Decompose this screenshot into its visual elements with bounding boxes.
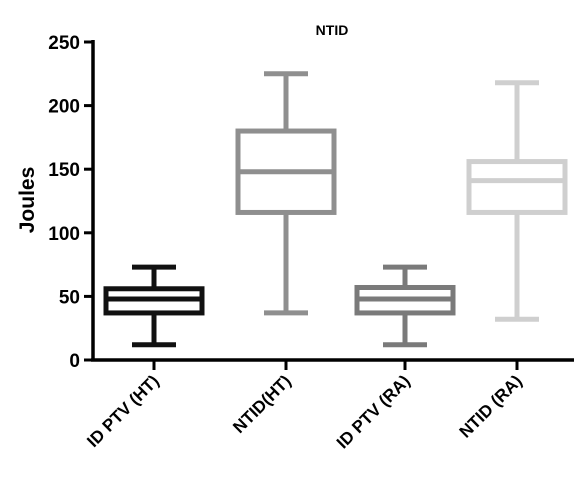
x-category-label: ID PTV (RA) bbox=[333, 371, 414, 452]
chart-title: NTID bbox=[316, 22, 349, 38]
y-tick-label: 100 bbox=[48, 224, 80, 245]
y-ticks: 0 50 100 150 200 250 bbox=[48, 33, 93, 372]
y-tick-label: 150 bbox=[48, 160, 80, 181]
x-category-label: ID PTV (HT) bbox=[83, 371, 163, 451]
box-1 bbox=[103, 264, 205, 348]
y-tick-label: 0 bbox=[69, 351, 80, 372]
x-category-label: NTID (RA) bbox=[456, 371, 526, 441]
box-2 bbox=[235, 71, 337, 316]
x-category-label: NTID(HT) bbox=[229, 371, 295, 437]
x-ticks: ID PTV (HT) NTID(HT) ID PTV (RA) NTID (RA) bbox=[83, 360, 526, 452]
y-tick-label: 250 bbox=[48, 33, 80, 54]
box-3 bbox=[354, 264, 456, 348]
y-tick-label: 50 bbox=[59, 287, 80, 308]
y-axis-label: Joules bbox=[16, 167, 39, 234]
box-4 bbox=[466, 80, 568, 322]
iqr-box bbox=[466, 159, 568, 215]
y-tick-label: 200 bbox=[48, 97, 80, 118]
boxes bbox=[103, 71, 568, 348]
